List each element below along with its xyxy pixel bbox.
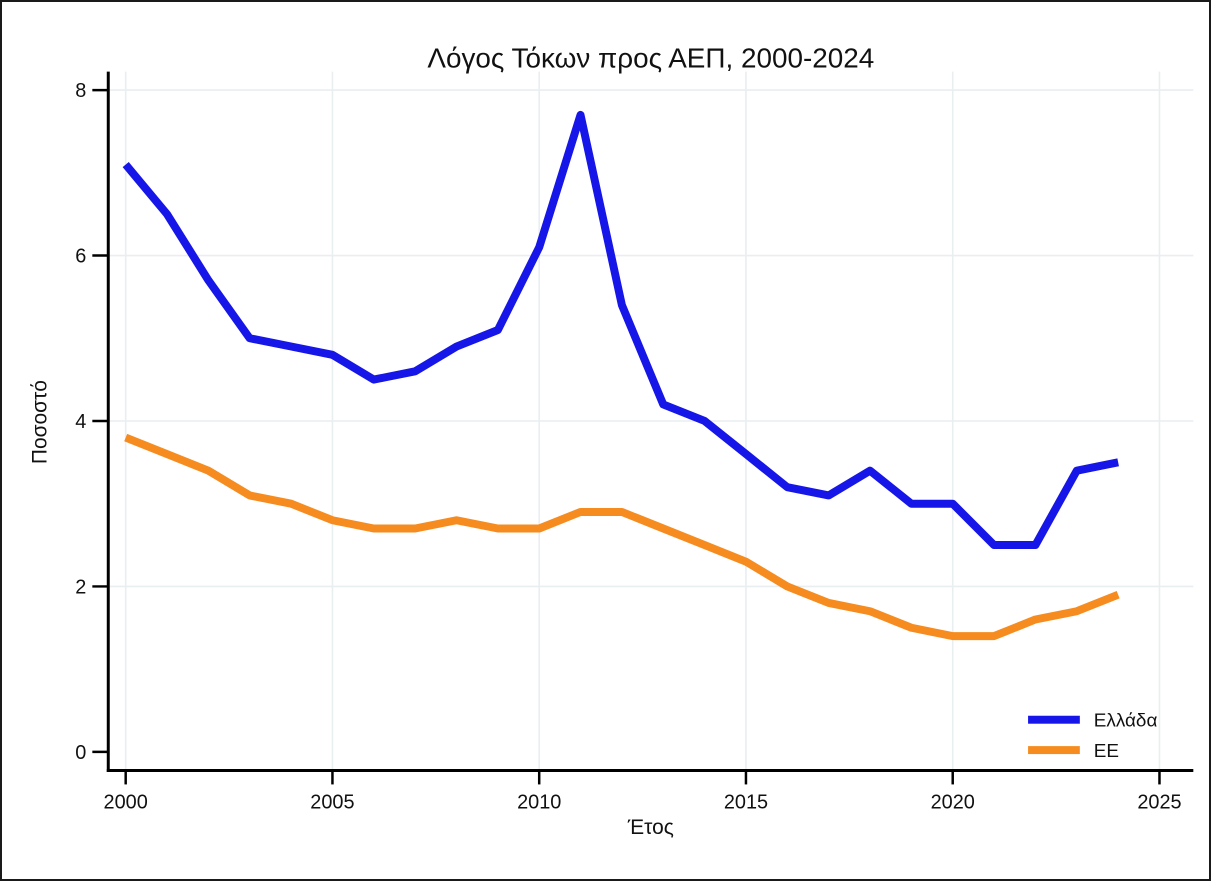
x-tick-label: 2025 (1137, 791, 1181, 813)
x-tick-label: 2020 (931, 791, 975, 813)
series-line-eu (124, 433, 1120, 641)
y-tick-label: 0 (75, 742, 86, 764)
x-tick-label: 2015 (724, 791, 768, 813)
data-series (122, 110, 1120, 641)
gridlines (108, 71, 1194, 771)
x-tick-label: 2005 (310, 791, 354, 813)
axis-ticks: 2000 2005 2010 2015 2020 2025 0 2 4 6 8 (75, 80, 1181, 813)
legend: Ελλάδα ΕΕ (1028, 711, 1157, 762)
legend-label-greece: Ελλάδα (1094, 711, 1158, 732)
x-axis-label: Έτος (627, 816, 674, 839)
y-tick-label: 8 (75, 80, 86, 102)
x-tick-label: 2000 (104, 791, 148, 813)
series-line-greece (122, 110, 1119, 550)
y-tick-label: 2 (75, 576, 86, 598)
legend-label-eu: ΕΕ (1094, 741, 1119, 762)
y-tick-label: 4 (75, 411, 86, 433)
axes (106, 71, 1194, 772)
chart-title: Λόγος Τόκων προς ΑΕΠ, 2000-2024 (427, 43, 874, 74)
y-tick-label: 6 (75, 246, 86, 268)
legend-swatch-greece (1028, 715, 1080, 724)
x-tick-label: 2010 (517, 791, 561, 813)
y-axis-label: Ποσοστό (29, 380, 52, 464)
legend-swatch-eu (1028, 746, 1080, 755)
